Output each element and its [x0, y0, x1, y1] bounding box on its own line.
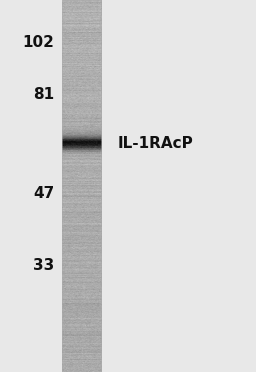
- Text: 102: 102: [22, 35, 54, 50]
- Bar: [62, 0, 101, 372]
- Text: 33: 33: [33, 259, 54, 273]
- Text: 47: 47: [33, 186, 54, 201]
- Text: IL-1RAcP: IL-1RAcP: [118, 136, 194, 151]
- Text: 81: 81: [33, 87, 54, 102]
